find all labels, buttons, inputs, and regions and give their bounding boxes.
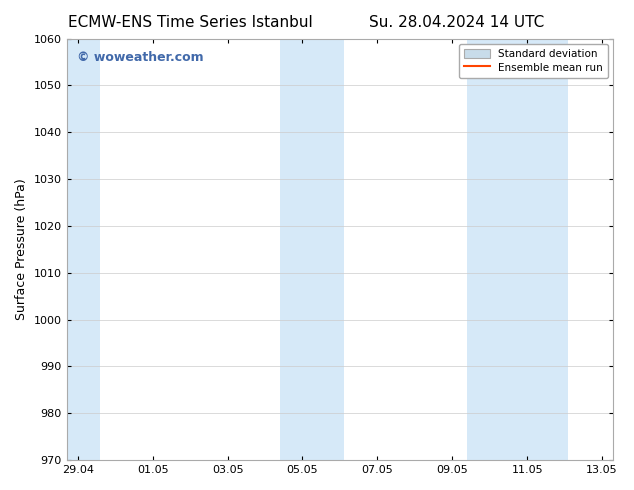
Text: © woweather.com: © woweather.com: [77, 51, 204, 64]
Text: ECMW-ENS Time Series Istanbul: ECMW-ENS Time Series Istanbul: [68, 15, 313, 30]
Text: Su. 28.04.2024 14 UTC: Su. 28.04.2024 14 UTC: [369, 15, 544, 30]
Y-axis label: Surface Pressure (hPa): Surface Pressure (hPa): [15, 178, 28, 320]
Bar: [67, 39, 100, 460]
Bar: [280, 39, 344, 460]
Bar: [467, 39, 568, 460]
Legend: Standard deviation, Ensemble mean run: Standard deviation, Ensemble mean run: [458, 44, 608, 78]
